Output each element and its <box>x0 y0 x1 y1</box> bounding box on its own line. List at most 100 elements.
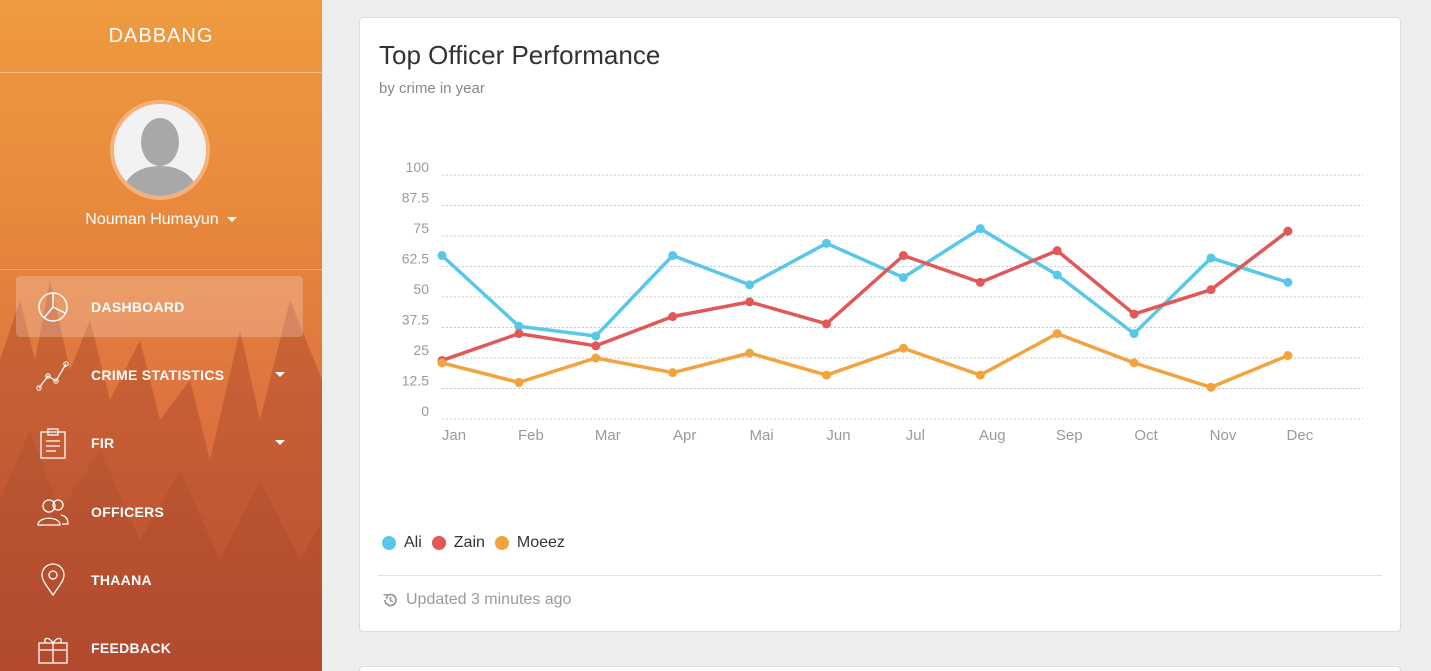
series-line-moeez <box>441 331 1289 390</box>
data-point-zain <box>1283 226 1293 236</box>
sidebar-item-dashboard[interactable]: DASHBOARD <box>16 276 303 337</box>
data-point-moeez <box>745 348 755 358</box>
x-tick-label: Aug <box>979 427 1006 444</box>
data-point-ali <box>1129 329 1139 339</box>
y-tick-label: 62.5 <box>402 251 429 267</box>
x-tick-label: Nov <box>1210 427 1237 444</box>
data-point-moeez <box>898 343 908 353</box>
x-tick-label: Mai <box>750 427 774 444</box>
legend-label: Ali <box>404 534 422 551</box>
x-tick-label: Dec <box>1287 427 1314 444</box>
data-point-ali <box>1206 253 1216 263</box>
legend-dot <box>494 536 509 550</box>
data-point-zain <box>668 312 678 322</box>
chart-legend: Ali Zain Moeez <box>382 534 565 552</box>
sidebar-item-label: FIR <box>91 435 115 451</box>
legend-label: Zain <box>453 534 485 551</box>
data-point-ali <box>898 272 908 282</box>
line-chart: 100 87.5 75 62.5 50 37.5 25 12.5 0 Jan Feb Mar Apr Ma… <box>402 159 1363 444</box>
next-card <box>359 666 1401 671</box>
sidebar-item-label: OFFICERS <box>91 504 165 520</box>
y-tick-label: 75 <box>413 220 429 236</box>
data-point-moeez <box>1129 358 1139 368</box>
data-point-moeez <box>975 370 985 380</box>
sidebar-item-fir[interactable]: FIR <box>16 412 303 473</box>
legend-item[interactable]: Zain <box>431 534 485 552</box>
sidebar-item-label: DASHBOARD <box>91 299 185 315</box>
legend-label: Moeez <box>516 534 565 551</box>
x-tick-label: Jul <box>906 427 925 444</box>
card-subtitle: by crime in year <box>379 80 485 97</box>
y-tick-label: 0 <box>421 403 429 419</box>
legend-dot <box>431 536 446 550</box>
data-point-moeez <box>1206 382 1216 392</box>
avatar[interactable] <box>110 100 210 200</box>
data-point-ali <box>822 238 831 248</box>
series-line-zain <box>441 229 1289 363</box>
data-point-moeez <box>514 377 524 387</box>
x-tick-label: Jun <box>826 427 850 444</box>
y-tick-label: 100 <box>406 159 430 175</box>
data-point-ali <box>514 321 524 331</box>
performance-card: Top Officer Performance by crime in year… <box>359 17 1401 632</box>
x-tick-label: Jan <box>442 427 466 444</box>
data-point-moeez <box>591 353 601 363</box>
clipboard-icon <box>40 428 66 459</box>
data-point-zain <box>822 319 831 329</box>
data-point-ali <box>1283 277 1293 287</box>
sidebar-item-feedback[interactable]: FEEDBACK <box>16 617 303 671</box>
y-tick-label: 25 <box>413 342 429 358</box>
data-point-zain <box>975 277 985 287</box>
legend-dot <box>382 536 396 550</box>
sidebar-item-label: THAANA <box>91 572 152 588</box>
series-line-ali <box>440 226 1289 338</box>
data-point-zain <box>591 341 601 351</box>
sidebar-item-thaana[interactable]: THAANA <box>16 549 303 610</box>
y-tick-label: 50 <box>413 281 429 297</box>
card-title: Top Officer Performance <box>379 40 661 70</box>
x-tick-label: Sep <box>1056 427 1083 444</box>
data-point-moeez <box>1283 351 1293 361</box>
data-point-moeez <box>668 368 678 378</box>
data-point-zain <box>898 251 908 261</box>
x-tick-label: Apr <box>673 427 696 444</box>
y-tick-label: 87.5 <box>402 190 429 206</box>
card-divider <box>378 575 1382 576</box>
y-tick-label: 37.5 <box>402 312 429 328</box>
sidebar-item-crime-statistics[interactable]: CRIME STATISTICS <box>16 344 303 405</box>
chevron-down-icon <box>275 372 285 377</box>
user-menu-toggle[interactable]: Nouman Humayun <box>0 211 322 229</box>
line-chart-icon <box>36 361 69 391</box>
x-tick-label: Feb <box>518 427 544 444</box>
caret-down-icon <box>226 217 237 223</box>
user-name: Nouman Humayun <box>85 211 219 228</box>
data-point-zain <box>514 329 524 339</box>
sidebar-item-label: CRIME STATISTICS <box>91 367 225 383</box>
data-point-moeez <box>822 370 831 380</box>
card-footer: Updated 3 minutes ago <box>382 591 571 609</box>
data-point-ali <box>975 224 985 234</box>
data-point-zain <box>1052 246 1062 256</box>
legend-item[interactable]: Ali <box>382 534 422 552</box>
data-point-zain <box>745 297 755 307</box>
data-point-ali <box>745 280 755 290</box>
users-icon <box>37 499 69 526</box>
pie-chart-icon <box>38 292 68 322</box>
location-pin-icon <box>41 563 65 597</box>
brand-title[interactable]: DABBANG <box>0 0 322 73</box>
data-point-ali <box>437 251 447 261</box>
forest-background <box>0 280 322 671</box>
legend-item[interactable]: Moeez <box>494 534 565 552</box>
sidebar-item-label: FEEDBACK <box>91 640 172 656</box>
x-tick-label: Oct <box>1134 427 1158 444</box>
data-point-ali <box>1052 270 1062 280</box>
gift-icon <box>38 637 68 664</box>
user-silhouette-icon <box>114 104 206 196</box>
sidebar-item-officers[interactable]: OFFICERS <box>16 481 303 542</box>
updated-text: Updated 3 minutes ago <box>406 591 572 608</box>
user-panel: Nouman Humayun <box>0 73 322 270</box>
data-point-ali <box>591 331 601 341</box>
y-tick-label: 12.5 <box>402 373 429 389</box>
data-point-moeez <box>437 358 447 368</box>
chevron-down-icon <box>275 440 285 445</box>
